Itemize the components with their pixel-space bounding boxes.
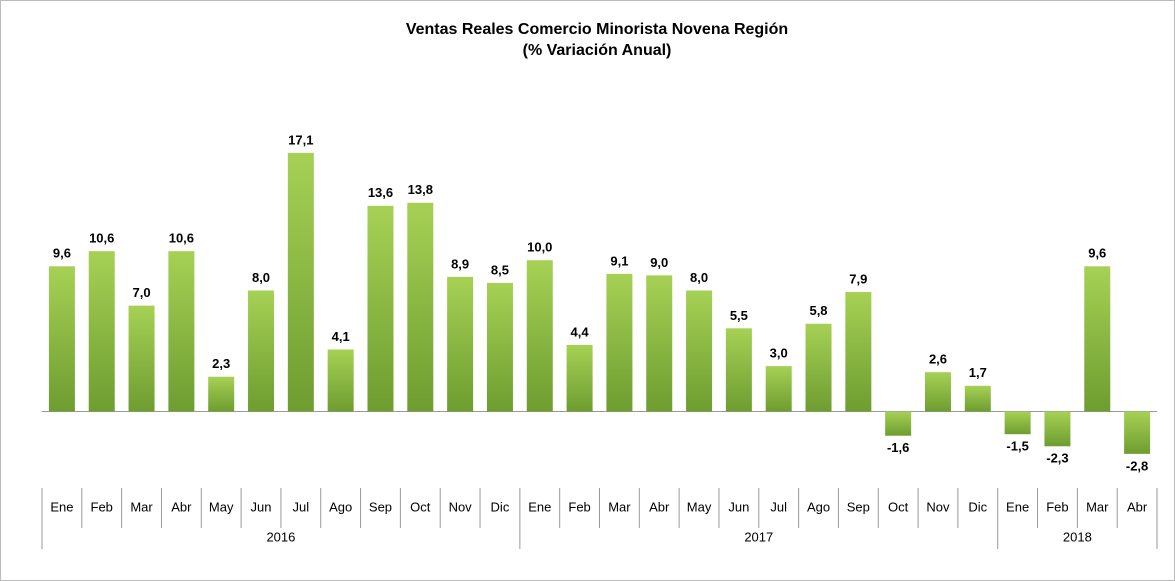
data-label: 10,0 [527, 240, 552, 255]
x-tick-label: Dic [968, 499, 987, 514]
bar [725, 328, 752, 412]
data-label: 10,6 [169, 231, 194, 246]
bar [1084, 266, 1111, 412]
x-tick-label: Nov [449, 499, 473, 514]
bar [367, 205, 394, 412]
bar [248, 290, 275, 412]
data-label: 3,0 [770, 346, 788, 361]
x-tick-label: Ene [1006, 499, 1029, 514]
data-label: 2,6 [929, 352, 947, 367]
bar [566, 344, 593, 412]
x-tick-label: Oct [888, 499, 909, 514]
bar [646, 275, 673, 412]
bar [964, 385, 991, 412]
data-label: 10,6 [89, 231, 114, 246]
group-label: 2018 [1063, 529, 1092, 544]
x-tick-label: Sep [369, 499, 392, 514]
data-label: 8,5 [491, 262, 509, 277]
data-label: 7,0 [133, 285, 151, 300]
data-label: 17,1 [288, 132, 313, 147]
x-tick-label: Ene [50, 499, 73, 514]
data-label: 5,5 [730, 308, 748, 323]
bar [1004, 411, 1031, 435]
bar [168, 251, 195, 412]
data-label: 13,8 [408, 182, 433, 197]
bar [805, 323, 832, 412]
bar [208, 376, 235, 412]
data-label: 8,0 [690, 270, 708, 285]
chart-title: Ventas Reales Comercio Minorista Novena … [406, 21, 788, 38]
x-tick-label: Ene [528, 499, 551, 514]
x-tick-label: Jul [770, 499, 787, 514]
data-label: -2,8 [1126, 458, 1148, 473]
group-label: 2017 [744, 529, 773, 544]
bar [924, 372, 951, 412]
data-label: -1,5 [1006, 439, 1028, 454]
data-label: 7,9 [849, 271, 867, 286]
bar [1044, 411, 1071, 447]
x-tick-label: Abr [649, 499, 670, 514]
x-tick-label: Feb [568, 499, 590, 514]
data-label: 9,0 [650, 255, 668, 270]
bar [1124, 411, 1151, 454]
data-label: 8,0 [252, 270, 270, 285]
bar [526, 260, 553, 412]
data-label: 1,7 [969, 365, 987, 380]
x-tick-label: Mar [1086, 499, 1109, 514]
bar [407, 202, 434, 412]
x-tick-label: Jun [728, 499, 749, 514]
bar [447, 276, 474, 412]
bar [48, 266, 75, 412]
bar [486, 282, 513, 412]
data-label: 4,4 [571, 324, 590, 339]
group-label: 2016 [266, 529, 295, 544]
x-tick-label: Mar [130, 499, 153, 514]
x-tick-label: Sep [847, 499, 870, 514]
x-tick-label: Nov [926, 499, 950, 514]
data-label: 13,6 [368, 185, 393, 200]
x-tick-label: May [687, 499, 712, 514]
data-label: 9,1 [610, 253, 628, 268]
x-tick-label: Ago [329, 499, 352, 514]
x-tick-label: May [209, 499, 234, 514]
bar [845, 292, 872, 412]
x-tick-label: Mar [608, 499, 631, 514]
bar [327, 349, 354, 412]
x-tick-label: Dic [491, 499, 510, 514]
bar [765, 366, 792, 412]
x-tick-label: Ago [807, 499, 830, 514]
bar [88, 251, 115, 412]
x-tick-label: Abr [1127, 499, 1148, 514]
data-label: 9,6 [53, 246, 71, 261]
bar [128, 305, 155, 412]
x-tick-label: Abr [171, 499, 192, 514]
x-tick-label: Jun [251, 499, 272, 514]
x-tick-label: Oct [410, 499, 431, 514]
data-label: 2,3 [212, 356, 230, 371]
chart-subtitle: (% Variación Anual) [523, 42, 672, 59]
data-label: -1,6 [887, 440, 909, 455]
bar [287, 152, 314, 412]
data-label: 5,8 [809, 303, 827, 318]
data-label: -2,3 [1046, 451, 1068, 466]
data-label: 9,6 [1088, 246, 1106, 261]
x-tick-label: Jul [293, 499, 310, 514]
data-label: 4,1 [332, 329, 350, 344]
data-label: 8,9 [451, 256, 469, 271]
x-tick-label: Feb [91, 499, 113, 514]
bar [606, 273, 633, 412]
x-tick-label: Feb [1046, 499, 1068, 514]
bar [885, 411, 912, 436]
bar [686, 290, 713, 412]
